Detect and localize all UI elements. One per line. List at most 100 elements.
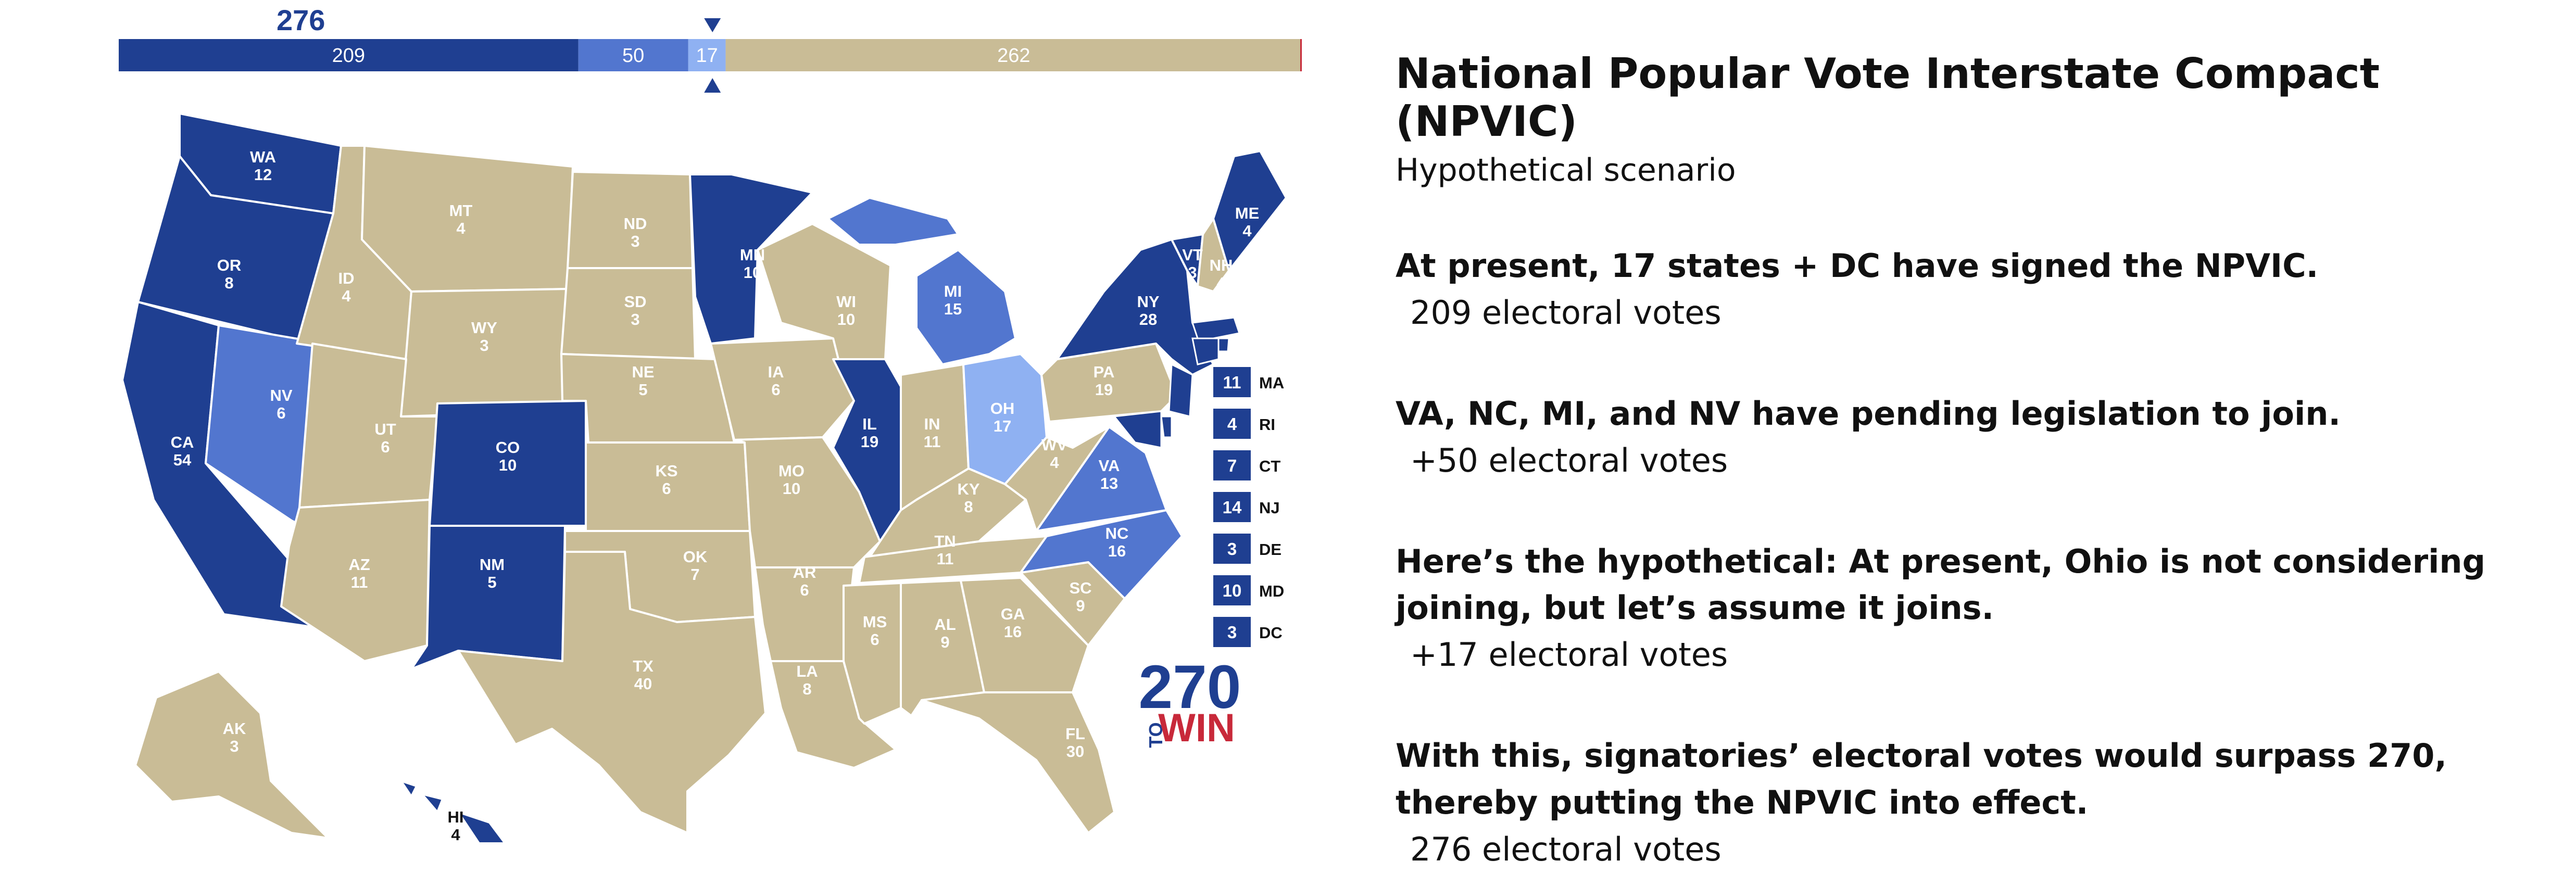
small-state-box-dc (1213, 617, 1251, 647)
state-label-ev: 30 (1066, 742, 1084, 761)
state-label-abbr: ME (1235, 204, 1260, 222)
state-md[interactable] (1113, 410, 1162, 449)
state-label-abbr: SD (624, 293, 646, 311)
small-state-abbr: NJ (1259, 499, 1280, 517)
small-state-box-de (1213, 534, 1251, 564)
state-me[interactable] (1212, 150, 1287, 272)
state-labels: WA12OR8CA54NV6ID4MT4WY3UT6AZ11CO10NM5ND3… (171, 148, 1260, 844)
state-label-ev: 3 (631, 310, 639, 328)
state-label-ev: 4 (342, 287, 351, 305)
info-block-current: At present, 17 states + DC have signed t… (1396, 243, 2557, 336)
state-fl[interactable] (921, 691, 1115, 834)
small-state-legend: 11 MA 4 RI 7 CT 14 NJ 3 DE 10 MD 3 DC (1213, 367, 1284, 647)
state-label-abbr: KS (655, 462, 677, 480)
small-state-ev: 11 (1223, 373, 1241, 392)
state-nc[interactable] (1020, 509, 1183, 600)
threshold-marker-top (704, 18, 721, 32)
state-label-ev: 8 (964, 498, 973, 516)
state-label-abbr: OH (990, 399, 1015, 417)
small-state-ev: 14 (1223, 498, 1242, 517)
state-label-ev: 6 (277, 404, 285, 422)
state-label-ev: 40 (634, 675, 652, 693)
small-state-ev: 10 (1223, 581, 1242, 600)
state-hi[interactable] (400, 780, 506, 844)
logo-270: 270 (1139, 653, 1241, 722)
state-nj[interactable] (1168, 363, 1193, 417)
bar-segment-label: 17 (696, 45, 718, 67)
info-block-heading: With this, signatories’ electoral votes … (1396, 737, 2447, 822)
state-label-ev: 5 (487, 573, 496, 591)
state-label-ev: 11 (937, 550, 954, 568)
state-label-ev: 6 (771, 381, 780, 399)
small-state-abbr: MD (1259, 582, 1284, 600)
small-state-ev: 7 (1227, 456, 1237, 475)
state-label-abbr: PA (1094, 363, 1115, 381)
small-state-abbr: DE (1259, 540, 1281, 559)
state-label-ev: 4 (456, 219, 466, 237)
state-de[interactable] (1160, 415, 1173, 438)
state-nh[interactable] (1197, 218, 1230, 293)
bar-total-label: 276 (277, 4, 325, 36)
state-label-ev: 9 (940, 633, 949, 651)
bar-segment-npvic (119, 39, 579, 71)
state-label-abbr: NE (632, 363, 654, 381)
state-label-abbr: WA (250, 148, 276, 166)
state-label-ev: 17 (994, 417, 1011, 435)
state-label-ev: 10 (499, 456, 517, 474)
state-label-abbr: WI (836, 293, 856, 311)
info-block-votes: 276 electoral votes (1410, 830, 1721, 869)
state-label-abbr: AL (934, 615, 956, 634)
state-wv[interactable] (1004, 426, 1110, 532)
state-label-abbr: UT (374, 420, 396, 438)
info-block-heading: VA, NC, MI, and NV have pending legislat… (1396, 394, 2341, 433)
state-label-abbr: NY (1137, 293, 1159, 311)
state-label-ev: 9 (1076, 597, 1085, 615)
state-tx[interactable] (457, 551, 766, 834)
state-label-abbr: MN (740, 246, 765, 264)
state-label-abbr: TN (934, 532, 956, 550)
small-state-abbr: CT (1259, 457, 1280, 475)
state-sd[interactable] (560, 267, 696, 360)
small-state-ev: 4 (1227, 414, 1237, 434)
state-label-ev: 6 (381, 438, 389, 456)
state-mn[interactable] (689, 173, 813, 345)
bar-segment-pending (578, 39, 688, 71)
info-block-votes: 209 electoral votes (1410, 293, 1721, 332)
bar-segment-other (725, 39, 1302, 71)
state-label-abbr: AR (793, 563, 816, 581)
state-ct[interactable] (1191, 337, 1220, 365)
state-label-abbr: WV (1041, 436, 1067, 454)
state-label-abbr: MO (778, 462, 805, 480)
state-label-abbr: NC (1105, 524, 1129, 542)
state-label-abbr: ND (624, 214, 647, 233)
state-ak[interactable] (134, 670, 329, 839)
state-label-abbr: IL (862, 415, 877, 433)
state-label-ev: 19 (861, 433, 878, 451)
info-block-result: With this, signatories’ electoral votes … (1396, 732, 2557, 873)
info-block-heading: At present, 17 states + DC have signed t… (1396, 247, 2319, 285)
state-label-abbr: VT (1182, 246, 1203, 264)
state-label-abbr: KY (957, 480, 979, 498)
state-az[interactable] (280, 499, 431, 662)
state-label-ev: 8 (802, 680, 811, 698)
small-state-ev: 3 (1227, 539, 1237, 559)
270towin-logo: 270 TO WIN (1139, 653, 1241, 750)
state-label-ev: 13 (1100, 474, 1118, 492)
state-label-ev: 12 (254, 166, 272, 184)
bar-segment-label: 209 (332, 45, 365, 67)
state-ri[interactable] (1217, 337, 1230, 352)
state-label-ev: 6 (800, 581, 809, 599)
state-ma[interactable] (1191, 317, 1240, 339)
state-label-ev: 6 (662, 479, 671, 498)
small-state-abbr: DC (1259, 624, 1283, 642)
state-nm[interactable] (410, 525, 566, 670)
info-block-votes: +17 electoral votes (1410, 636, 1728, 674)
state-label-ev: 10 (744, 263, 761, 282)
state-mi[interactable] (827, 197, 1016, 365)
state-ga[interactable] (960, 577, 1089, 693)
state-label-ev: 54 (173, 451, 192, 469)
state-label-ev: 3 (480, 336, 488, 355)
state-shapes (121, 112, 1287, 844)
state-ia[interactable] (710, 337, 855, 441)
